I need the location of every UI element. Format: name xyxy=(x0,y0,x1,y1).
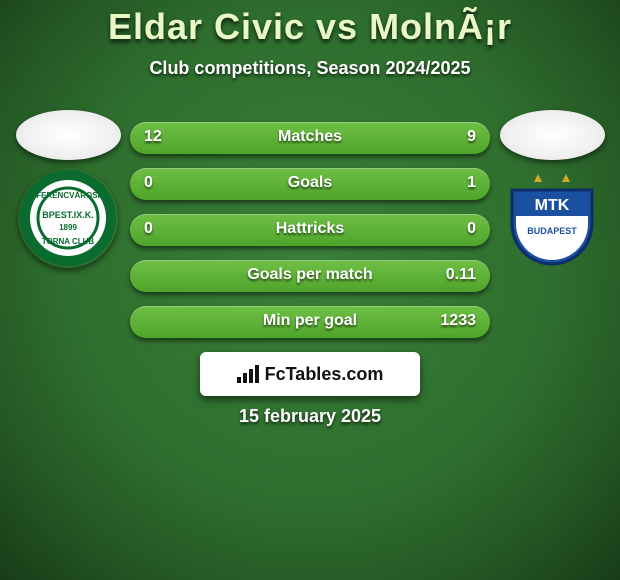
stat-row-goals: 0 Goals 1 xyxy=(130,168,490,200)
stat-row-min-per-goal: Min per goal 1233 xyxy=(130,306,490,338)
stat-label: Goals per match xyxy=(130,266,490,284)
stat-right-value: 1 xyxy=(467,174,476,192)
svg-text:MTK: MTK xyxy=(535,197,570,214)
comparison-card: Eldar Civic vs MolnÃ¡r Club competitions… xyxy=(0,0,620,580)
date-label: 15 february 2025 xyxy=(0,406,620,427)
left-player-column: FERENCVÁROSI TORNA CLUB BPEST.IX.K. 1899 xyxy=(8,110,128,268)
bar-chart-icon xyxy=(237,365,259,383)
stat-row-goals-per-match: Goals per match 0.11 xyxy=(130,260,490,292)
stat-label: Matches xyxy=(130,128,490,146)
svg-text:1899: 1899 xyxy=(59,223,77,232)
stat-right-value: 1233 xyxy=(440,312,476,330)
stat-right-value: 0.11 xyxy=(446,266,476,284)
mtk-crest-icon: MTK BUDAPEST xyxy=(502,168,602,268)
page-subtitle: Club competitions, Season 2024/2025 xyxy=(0,58,620,79)
page-title: Eldar Civic vs MolnÃ¡r xyxy=(0,6,620,48)
right-player-portrait xyxy=(500,110,605,160)
stat-right-value: 9 xyxy=(467,128,476,146)
svg-text:TORNA CLUB: TORNA CLUB xyxy=(42,237,95,246)
left-player-portrait xyxy=(16,110,121,160)
stat-label: Goals xyxy=(130,174,490,192)
stat-row-matches: 12 Matches 9 xyxy=(130,122,490,154)
stat-label: Min per goal xyxy=(130,312,490,330)
svg-text:BPEST.IX.K.: BPEST.IX.K. xyxy=(42,210,94,220)
right-club-badge: MTK BUDAPEST xyxy=(502,168,602,268)
svg-text:BUDAPEST: BUDAPEST xyxy=(527,226,577,236)
stat-label: Hattricks xyxy=(130,220,490,238)
brand-link[interactable]: FcTables.com xyxy=(200,352,420,396)
left-club-badge: FERENCVÁROSI TORNA CLUB BPEST.IX.K. 1899 xyxy=(18,168,118,268)
brand-text: FcTables.com xyxy=(265,364,384,385)
right-player-column: MTK BUDAPEST xyxy=(492,110,612,268)
stat-right-value: 0 xyxy=(467,220,476,238)
ferencvaros-crest-icon: FERENCVÁROSI TORNA CLUB BPEST.IX.K. 1899 xyxy=(18,168,118,268)
stat-row-hattricks: 0 Hattricks 0 xyxy=(130,214,490,246)
svg-text:FERENCVÁROSI: FERENCVÁROSI xyxy=(36,191,100,200)
stat-rows: 12 Matches 9 0 Goals 1 0 Hattricks 0 Goa… xyxy=(130,122,490,352)
